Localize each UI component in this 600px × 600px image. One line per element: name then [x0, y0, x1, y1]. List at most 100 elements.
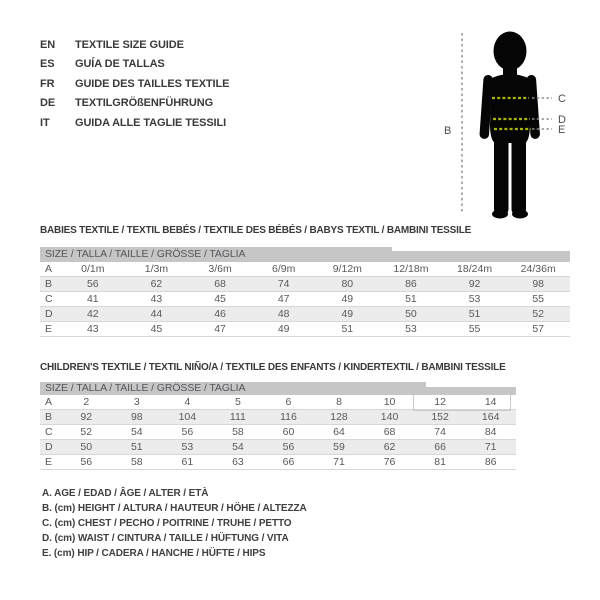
size-value-cell: 152: [414, 409, 466, 425]
size-value-cell: 64: [313, 424, 365, 440]
row-label: A: [40, 395, 61, 410]
language-title: TEXTILE SIZE GUIDE: [75, 39, 184, 51]
row-label: A: [40, 262, 61, 277]
height-label: B: [444, 125, 451, 137]
children-table-header: SIZE / TALLA / TAILLE / GRÖSSE / TAGLIA: [40, 382, 516, 395]
size-value-cell: 55: [442, 321, 507, 337]
language-code: DE: [40, 97, 56, 110]
chest-label: C: [558, 93, 566, 105]
size-value-cell: 50: [61, 439, 112, 455]
hip-label: E: [558, 124, 565, 136]
size-value-cell: 98: [506, 276, 570, 292]
size-value-cell: 24/36m: [506, 262, 570, 277]
size-value-cell: 4: [162, 395, 213, 410]
size-table-row: C 41 43 45 47 49 51 53 55: [40, 291, 570, 307]
size-value-cell: 62: [124, 276, 189, 292]
size-value-cell: 8: [313, 395, 365, 410]
child-silhouette-figure: B C D E: [444, 31, 566, 219]
size-value-cell: 62: [364, 439, 415, 455]
babies-size-table: A 0/1m 1/3m 3/6m 6/9m 9/12m 12/18m 18/24m 24/36m…: [40, 262, 570, 337]
size-value-cell: 164: [465, 409, 516, 425]
size-value-cell: 63: [212, 454, 264, 470]
babies-table-header-label: SIZE / TALLA / TAILLE / GRÖSSE / TAGLIA: [45, 248, 246, 260]
size-value-cell: 56: [162, 424, 213, 440]
size-table-row: A 0/1m 1/3m 3/6m 6/9m 9/12m 12/18m 18/24m 24/36m: [40, 262, 570, 277]
size-table-row: B 56 62 68 74 80 86 92 98: [40, 276, 570, 292]
babies-header-artifact: [392, 247, 570, 251]
legend-line: A. AGE / EDAD / ÂGE / ALTER / ETÀ: [42, 488, 209, 499]
size-table-row: E 43 45 47 49 51 53 55 57: [40, 321, 570, 337]
size-value-cell: 86: [465, 454, 516, 470]
size-value-cell: 3: [111, 395, 163, 410]
legend-line: C. (cm) CHEST / PECHO / POITRINE / TRUHE…: [42, 518, 292, 529]
size-value-cell: 71: [465, 439, 516, 455]
size-value-cell: 140: [364, 409, 415, 425]
size-value-cell: 71: [313, 454, 365, 470]
size-value-cell: 60: [263, 424, 314, 440]
size-value-cell: 55: [506, 291, 570, 307]
size-value-cell: 45: [124, 321, 189, 337]
size-value-cell: 51: [379, 291, 443, 307]
size-value-cell: 10: [364, 395, 415, 410]
size-value-cell: 12: [414, 395, 466, 410]
row-label: C: [40, 424, 61, 440]
size-value-cell: 81: [414, 454, 466, 470]
legend-line: B. (cm) HEIGHT / ALTURA / HAUTEUR / HÖHE…: [42, 503, 307, 514]
language-row: IT GUIDA ALLE TAGLIE TESSILI: [40, 114, 229, 133]
size-12-14-highlight-box: [413, 394, 511, 411]
size-value-cell: 3/6m: [188, 262, 252, 277]
size-value-cell: 58: [111, 454, 163, 470]
size-value-cell: 56: [61, 276, 125, 292]
size-value-cell: 53: [379, 321, 443, 337]
size-value-cell: 12/18m: [379, 262, 443, 277]
row-label: B: [40, 409, 61, 425]
size-value-cell: 66: [263, 454, 314, 470]
children-textile-section: CHILDREN'S TEXTILE / TEXTIL NIÑO/A / TEX…: [40, 362, 516, 470]
row-label: E: [40, 454, 61, 470]
size-value-cell: 52: [61, 424, 112, 440]
hip-line: E: [494, 124, 565, 136]
size-value-cell: 44: [124, 306, 189, 322]
size-value-cell: 116: [263, 409, 314, 425]
row-label: D: [40, 306, 61, 322]
language-code: FR: [40, 77, 55, 90]
size-value-cell: 92: [442, 276, 507, 292]
size-value-cell: 6/9m: [251, 262, 316, 277]
size-value-cell: 58: [212, 424, 264, 440]
legend-line: D. (cm) WAIST / CINTURA / TAILLE / HÜFTU…: [42, 533, 289, 544]
size-value-cell: 42: [61, 306, 125, 322]
children-size-table: A 2 3 4 5 6 8 10 12 14 B 92 98 104 111 116 128 140 152 164 C…: [40, 395, 516, 470]
size-value-cell: 51: [111, 439, 163, 455]
babies-table-title: BABIES TEXTILE / TEXTIL BEBÉS / TEXTILE …: [40, 225, 472, 236]
size-value-cell: 49: [315, 306, 380, 322]
size-value-cell: 128: [313, 409, 365, 425]
size-value-cell: 48: [251, 306, 316, 322]
children-header-artifact: [426, 382, 516, 387]
size-value-cell: 54: [212, 439, 264, 455]
size-value-cell: 68: [364, 424, 415, 440]
language-row: DE TEXTILGRÖßENFÜHRUNG: [40, 94, 229, 113]
language-row: EN TEXTILE SIZE GUIDE: [40, 36, 229, 55]
size-value-cell: 0/1m: [61, 262, 125, 277]
size-value-cell: 14: [465, 395, 516, 410]
language-title: GUIDE DES TAILLES TEXTILE: [75, 77, 230, 90]
waist-label: D: [558, 114, 566, 126]
size-value-cell: 1/3m: [124, 262, 189, 277]
size-value-cell: 45: [188, 291, 252, 307]
language-row: ES GUÍA DE TALLAS: [40, 55, 229, 74]
size-value-cell: 59: [313, 439, 365, 455]
child-silhouette: [479, 31, 540, 219]
size-value-cell: 2: [61, 395, 112, 410]
size-value-cell: 104: [162, 409, 213, 425]
size-value-cell: 53: [162, 439, 213, 455]
size-value-cell: 74: [414, 424, 466, 440]
size-value-cell: 76: [364, 454, 415, 470]
size-value-cell: 57: [506, 321, 570, 337]
size-value-cell: 51: [315, 321, 380, 337]
row-label: E: [40, 321, 61, 337]
chest-line: C: [492, 93, 566, 105]
size-table-row: D 50 51 53 54 56 59 62 66 71: [40, 439, 516, 455]
size-value-cell: 53: [442, 291, 507, 307]
legend-line: E. (cm) HIP / CADERA / HANCHE / HÜFTE / …: [42, 548, 266, 559]
